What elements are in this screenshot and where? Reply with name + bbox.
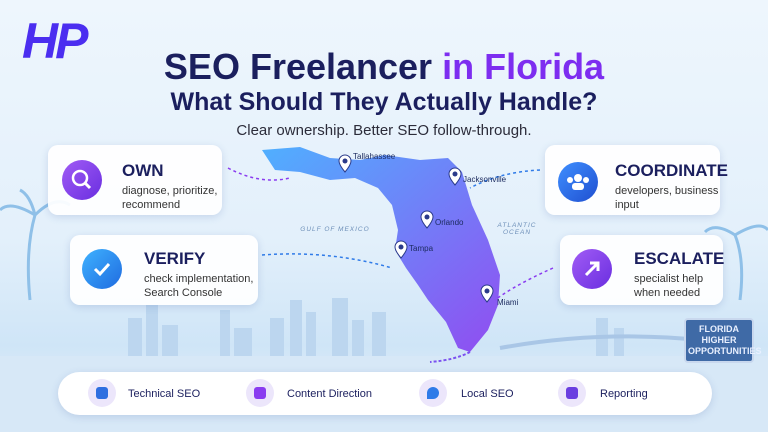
footer-icon-glyph: [254, 387, 266, 399]
footer-icon: [558, 379, 586, 407]
title-main: SEO Freelancer: [163, 46, 433, 87]
card-verify: VERIFY check implementation, Search Conso…: [70, 235, 258, 305]
subtitle: Clear ownership. Better SEO follow-throu…: [236, 122, 532, 139]
ocean-label: ATLANTIC OCEAN: [497, 222, 537, 236]
city-pin-dot: [398, 244, 404, 250]
title-accent: in Florida: [442, 46, 605, 87]
city-label: Tallahassee: [353, 152, 396, 161]
card-title: ESCALATE: [634, 249, 725, 268]
footer-icon-glyph: [427, 387, 439, 399]
card-text: developers, business input: [615, 185, 719, 211]
icon-search: [62, 160, 102, 200]
icon-check: [82, 249, 122, 289]
card-coordinate: COORDINATE developers, business input: [545, 145, 729, 215]
footer-item: Content Direction: [287, 388, 372, 400]
footer-icon-glyph: [566, 387, 578, 399]
footer-icon: [246, 379, 274, 407]
city-label: Tampa: [409, 244, 434, 253]
bridge: [499, 334, 701, 350]
footer-icon: [88, 379, 116, 407]
footer-icon: [419, 379, 447, 407]
title-line-2: What Should They Actually Handle?: [170, 88, 598, 116]
city-pin-dot: [342, 158, 348, 164]
title: SEO Freelancer in Florida: [0, 46, 768, 88]
logo: HP: [22, 13, 88, 69]
card-own: OWN diagnose, prioritize, recommend: [48, 145, 222, 215]
city-label: Miami: [497, 298, 519, 307]
connector-arrows: [227, 167, 554, 301]
florida-map: [262, 147, 500, 352]
skyline: [128, 298, 624, 358]
card-escalate: ESCALATE specialist help when needed: [560, 235, 725, 305]
card-text: check implementation, Search Console: [144, 273, 254, 299]
card-title: OWN: [122, 161, 164, 180]
icon-arrow: [572, 249, 612, 289]
city-label: Orlando: [435, 218, 464, 227]
footer-item: Local SEO: [461, 388, 514, 400]
card-text: diagnose, prioritize, recommend: [122, 185, 218, 211]
city-pin-dot: [484, 288, 490, 294]
card-title: COORDINATE: [615, 161, 729, 180]
footer-item: Reporting: [600, 388, 648, 400]
city-pin-dot: [424, 214, 430, 220]
footer-bar: [58, 372, 712, 415]
road-sign: FLORIDA HIGHER OPPORTUNITIES: [684, 318, 762, 363]
footer-item: Technical SEO: [128, 388, 201, 400]
card-text: specialist help when needed: [634, 273, 704, 299]
keys: [429, 351, 471, 363]
icon-people: [558, 162, 598, 202]
footer-icon-glyph: [96, 387, 108, 399]
city-label: Jacksonville: [463, 175, 507, 184]
card-title: VERIFY: [144, 249, 206, 268]
gulf-label: GULF OF MEXICO: [300, 226, 370, 233]
city-pin-dot: [452, 171, 458, 177]
